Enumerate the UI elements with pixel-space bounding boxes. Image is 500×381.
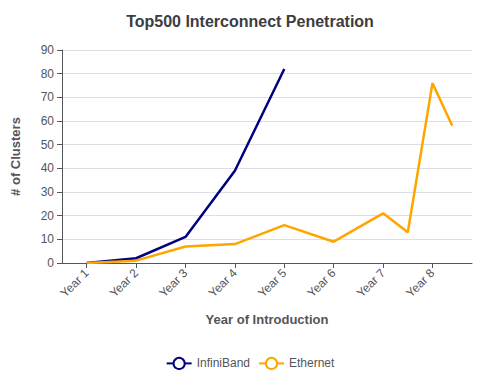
svg-text:Year 2: Year 2 [107,266,141,300]
svg-text:0: 0 [47,256,54,270]
svg-text:Year 5: Year 5 [255,266,289,300]
svg-text:80: 80 [41,67,55,81]
svg-text:Year of Introduction: Year of Introduction [206,312,329,327]
svg-text:90: 90 [41,43,55,57]
svg-text:50: 50 [41,138,55,152]
svg-text:20: 20 [41,209,55,223]
svg-text:Year 6: Year 6 [305,266,339,300]
svg-text:Ethernet: Ethernet [289,356,335,370]
svg-text:# of Clusters: # of Clusters [8,117,23,196]
svg-text:Year 4: Year 4 [206,266,240,300]
svg-text:60: 60 [41,114,55,128]
svg-text:40: 40 [41,161,55,175]
svg-text:Top500 Interconnect Penetratio: Top500 Interconnect Penetration [126,13,374,30]
svg-text:70: 70 [41,90,55,104]
svg-text:10: 10 [41,232,55,246]
svg-text:Year 7: Year 7 [354,266,388,300]
svg-text:Year 3: Year 3 [156,266,190,300]
svg-text:30: 30 [41,185,55,199]
svg-text:Year 8: Year 8 [403,266,437,300]
svg-text:InfiniBand: InfiniBand [197,356,250,370]
svg-text:Year 1: Year 1 [58,266,92,300]
